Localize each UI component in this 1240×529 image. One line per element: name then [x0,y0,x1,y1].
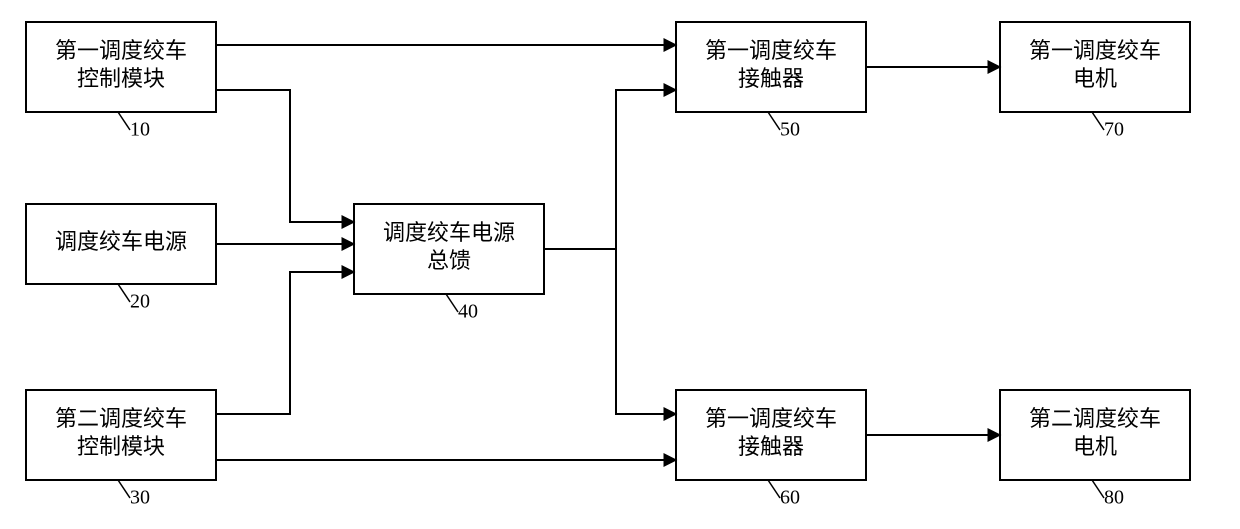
node-label: 调度绞车电源 [383,220,515,245]
node-label: 调度绞车电源 [55,229,187,254]
node-label: 第一调度绞车 [1029,38,1161,63]
node-label: 第一调度绞车 [55,38,187,63]
ref-leader [118,480,130,498]
ref-number: 30 [130,487,150,509]
ref-leader [1092,112,1104,130]
node-label: 控制模块 [77,434,165,459]
node-n60: 第一调度绞车接触器 60 [676,390,866,509]
ref-number: 80 [1104,487,1124,509]
ref-number: 60 [780,487,800,509]
node-label: 接触器 [738,434,804,459]
node-n50: 第一调度绞车接触器 50 [676,22,866,141]
node-n80: 第二调度绞车电机 80 [1000,390,1190,509]
edge-e10-40 [216,90,354,222]
ref-number: 20 [130,291,150,313]
node-label: 接触器 [738,66,804,91]
edge-e40-60 [544,249,676,414]
node-label: 总馈 [427,248,471,273]
ref-leader [768,480,780,498]
ref-number: 10 [130,119,150,141]
ref-leader [768,112,780,130]
node-n20: 调度绞车电源 20 [26,204,216,313]
node-label: 第二调度绞车 [55,406,187,431]
node-n70: 第一调度绞车电机 70 [1000,22,1190,141]
ref-leader [446,294,458,312]
block-diagram: 第一调度绞车控制模块10调度绞车电源20第二调度绞车控制模块30调度绞车电源总馈… [0,0,1240,529]
node-label: 控制模块 [77,66,165,91]
ref-number: 70 [1104,119,1124,141]
ref-number: 50 [780,119,800,141]
node-n10: 第一调度绞车控制模块 10 [26,22,216,141]
node-n40: 调度绞车电源总馈 40 [354,204,544,323]
edge-e30-40 [216,272,354,414]
node-label: 第一调度绞车 [705,38,837,63]
ref-leader [118,284,130,302]
ref-leader [118,112,130,130]
node-label: 电机 [1073,434,1117,459]
node-n30: 第二调度绞车控制模块 30 [26,390,216,509]
ref-number: 40 [458,301,478,323]
node-label: 电机 [1073,66,1117,91]
node-label: 第一调度绞车 [705,406,837,431]
ref-leader [1092,480,1104,498]
edge-e40-50 [544,90,676,249]
node-label: 第二调度绞车 [1029,406,1161,431]
